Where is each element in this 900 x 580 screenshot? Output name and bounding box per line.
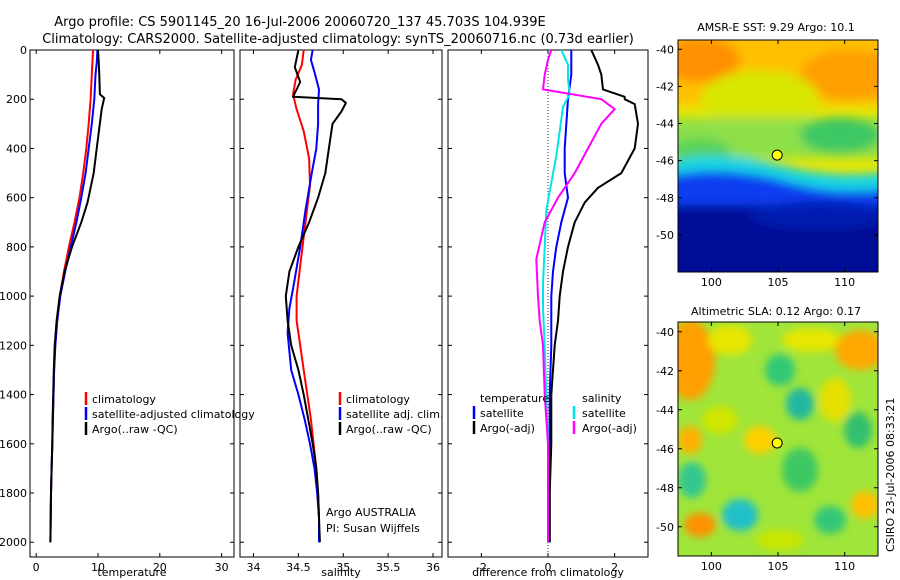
temperature-axes-frame: [29, 49, 235, 558]
legend-label-satellite-adjusted: satellite-adjusted climatology: [92, 408, 255, 421]
sst-map-panel: AMSR-E SST: 9.29 Argo: 10.1 -40 -42 -44 -46…: [656, 21, 879, 289]
figure-title-line2: Climatology: CARS2000. Satellite-adjuste…: [42, 32, 634, 47]
x-tick-label: 34: [246, 561, 260, 574]
x-tick-label: 20: [153, 561, 167, 574]
map-y-tick-label: -50: [656, 521, 674, 534]
y-tick-label: 2000: [0, 536, 27, 549]
map-y-tick-label: -44: [656, 118, 674, 131]
map-y-tick-label: -46: [656, 155, 674, 168]
series-line-satellite-adj-clim-: [286, 49, 320, 543]
map-x-tick-label: 105: [768, 560, 789, 573]
timestamp-stamp: CSIRO 23-Jul-2006 08:33:21: [884, 398, 897, 552]
y-tick-label: 1400: [0, 389, 27, 402]
map-x-tick-label: 100: [701, 276, 722, 289]
legend-label-sal-satellite: satellite: [582, 407, 626, 420]
y-tick-label: 1200: [0, 339, 27, 352]
sla-map-panel: Altimetric SLA: 0.12 Argo: 0.17: [656, 305, 879, 573]
profile-location-marker: [771, 149, 783, 161]
credit-pi: PI: Susan Wijffels: [326, 522, 420, 535]
map-x-tick-label: 110: [834, 276, 855, 289]
series-line-argo-raw-qc-: [284, 49, 347, 543]
map-x-tick-label: 110: [834, 560, 855, 573]
x-tick-label: 0: [545, 561, 552, 574]
x-tick-label: 30: [215, 561, 229, 574]
legend-label-climatology: climatology: [346, 393, 410, 406]
legend-header-salinity: salinity: [582, 392, 622, 405]
series-line-salinity-argo-adj-: [535, 49, 616, 543]
legend-header-temperature: temperature: [480, 392, 549, 405]
x-axis-label: temperature: [97, 566, 166, 579]
series-line-argo-raw-qc-: [49, 49, 106, 543]
salinity-legend: climatology satellite adj. clim. Argo(..…: [326, 392, 443, 535]
map-y-tick-label: -48: [656, 482, 674, 495]
difference-legend: temperature salinity satellite Argo(-adj…: [472, 392, 637, 435]
map-y-tick-label: -42: [656, 365, 674, 378]
credit-institution: Argo AUSTRALIA: [326, 506, 416, 519]
salinity-panel: 34 34.5 35 35.5 36 salinity: [239, 49, 443, 579]
x-tick-label: 34.5: [286, 561, 311, 574]
y-tick-label: 1800: [0, 487, 27, 500]
map-y-tick-label: -42: [656, 80, 674, 93]
legend-label-temp-satellite: satellite: [480, 407, 524, 420]
figure-title-line1: Argo profile: CS 5901145_20 16-Jul-2006 …: [54, 15, 545, 30]
profile-location-marker: [771, 437, 783, 449]
temperature-legend: climatology satellite-adjusted climatolo…: [84, 392, 255, 436]
y-tick-label: 200: [6, 93, 27, 106]
x-tick-label: -2: [476, 561, 487, 574]
map-y-tick-label: -40: [656, 326, 674, 339]
y-tick-label: 1600: [0, 438, 27, 451]
series-line-satellite-adjusted-climatology: [49, 49, 99, 543]
legend-label-argo: Argo(..raw -QC): [346, 423, 432, 436]
x-tick-label: 36: [426, 561, 440, 574]
map-y-tick-label: -46: [656, 443, 674, 456]
x-tick-label: 35.5: [376, 561, 401, 574]
series-line-temperature-satellite: [548, 50, 573, 543]
series-line-climatology: [49, 49, 95, 543]
legend-label-sal-argo: Argo(-adj): [582, 422, 637, 435]
series-line-temperature-argo-adj-: [548, 49, 639, 543]
x-tick-label: 2: [611, 561, 618, 574]
map-y-tick-label: -48: [656, 192, 674, 205]
map-y-tick-label: -40: [656, 43, 674, 56]
y-tick-label: 800: [6, 241, 27, 254]
map-x-tick-label: 105: [768, 276, 789, 289]
salinity-axes-frame: [239, 49, 443, 558]
x-tick-label: 35: [336, 561, 350, 574]
x-axis-label: salinity: [321, 566, 361, 579]
y-tick-label: 1000: [0, 290, 27, 303]
map-y-tick-label: -44: [656, 404, 674, 417]
map-y-tick-label: -50: [656, 229, 674, 242]
sla-map-title: Altimetric SLA: 0.12 Argo: 0.17: [691, 305, 861, 318]
x-axis-label: difference from climatology: [472, 566, 624, 579]
map-x-tick-label: 100: [701, 560, 722, 573]
sst-field: [678, 40, 878, 272]
series-line-salinity-satellite: [542, 49, 571, 543]
legend-label-climatology: climatology: [92, 393, 156, 406]
legend-label-temp-argo: Argo(-adj): [480, 422, 535, 435]
legend-label-satellite-adj: satellite adj. clim.: [346, 408, 443, 421]
sst-map-title: AMSR-E SST: 9.29 Argo: 10.1: [697, 21, 855, 34]
y-tick-label: 600: [6, 192, 27, 205]
temperature-panel: 0 200 400 600 800 1000 1200 1400 1600 1800 2000 0 10…: [0, 44, 235, 579]
y-tick-label: 0: [20, 44, 27, 57]
x-tick-label: 0: [33, 561, 40, 574]
y-tick-label: 400: [6, 142, 27, 155]
legend-label-argo: Argo(..raw -QC): [92, 423, 178, 436]
x-tick-label: 10: [91, 561, 105, 574]
